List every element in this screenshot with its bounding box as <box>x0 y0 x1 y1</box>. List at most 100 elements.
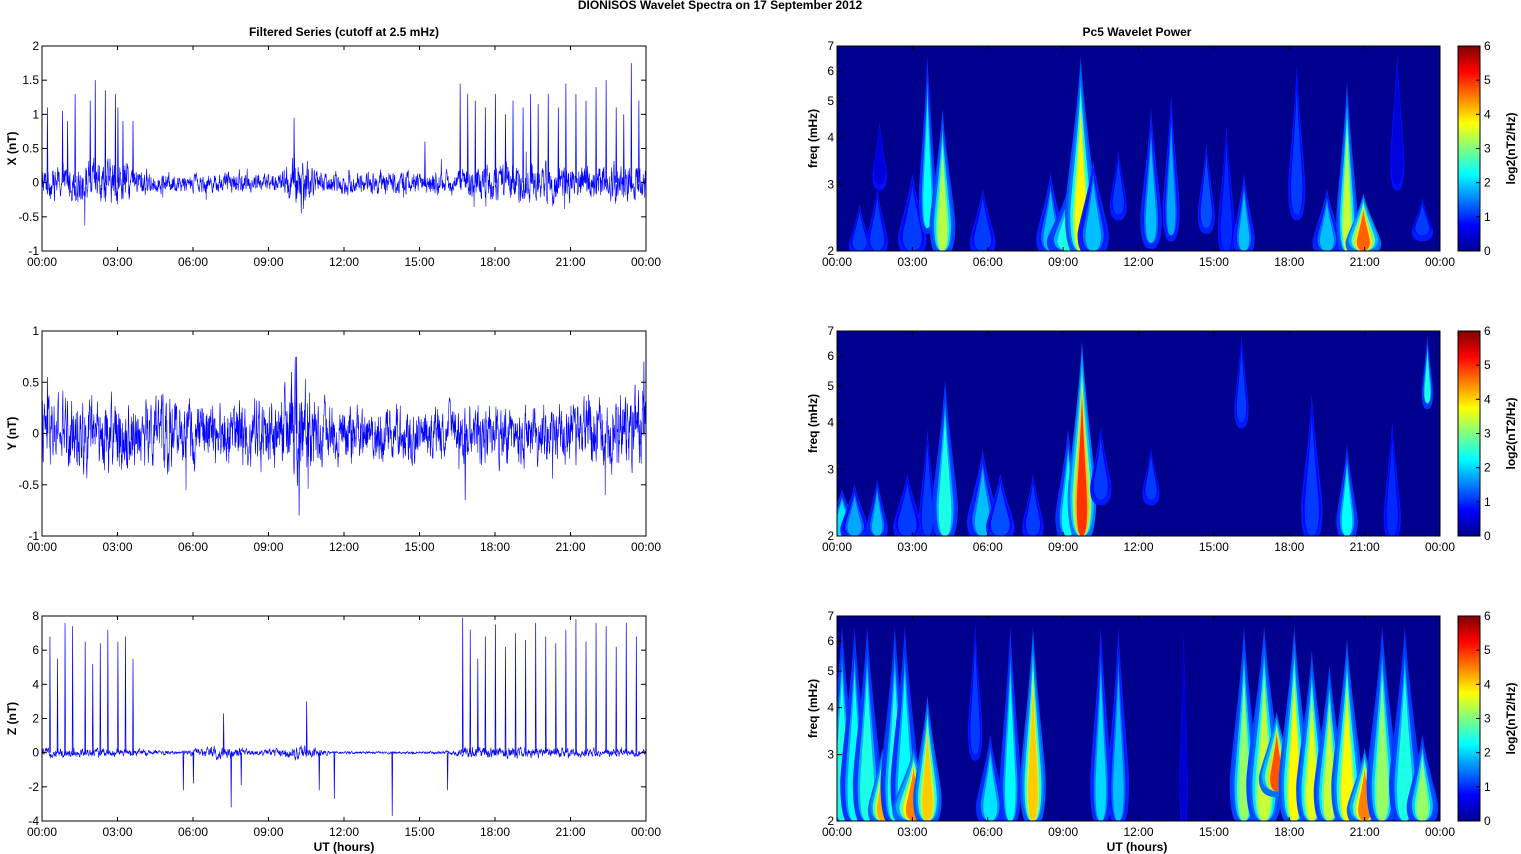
spectrum-feature <box>1180 641 1188 821</box>
y-tick-label: 5 <box>827 664 834 678</box>
y-tick-label: 2 <box>32 39 39 53</box>
x-tick-label: 15:00 <box>1199 255 1229 269</box>
spectrum-feature <box>974 468 991 536</box>
y-tick-label: 2 <box>827 529 834 543</box>
series-spike <box>99 643 102 753</box>
x-tick-label: 00:00 <box>631 255 661 269</box>
x-tick-label: 00:00 <box>822 255 852 269</box>
series-spike <box>114 93 117 183</box>
y-tick-label: 4 <box>827 701 834 715</box>
colorbar-tick-label: 4 <box>1484 392 1491 406</box>
y-tick-label: -0.5 <box>18 210 39 224</box>
series-spike <box>575 619 577 753</box>
y-tick-label: 6 <box>827 349 834 363</box>
plot-area <box>42 46 646 251</box>
series-spike <box>484 636 487 753</box>
series-spike <box>638 100 640 183</box>
colorbar-tick-label: 1 <box>1484 495 1491 509</box>
y-tick-label: 4 <box>32 677 39 691</box>
x-tick-label: 12:00 <box>329 825 359 839</box>
spectrum-features <box>837 334 1434 536</box>
y-tick-label: 3 <box>827 748 834 762</box>
colorbar-tick-label: 0 <box>1484 244 1491 258</box>
series-trace <box>41 356 647 496</box>
spectrum-feature <box>983 753 998 821</box>
x-tick-label: 06:00 <box>178 255 208 269</box>
spectrum-feature <box>860 669 875 821</box>
series-spike <box>318 752 321 791</box>
x-tick-label: 18:00 <box>480 255 510 269</box>
colorbar-tick-label: 3 <box>1484 712 1491 726</box>
x-tick-label: 03:00 <box>102 255 132 269</box>
series-spike <box>494 93 497 183</box>
x-tick-label: 15:00 <box>404 825 434 839</box>
spectrum-feature <box>1424 349 1431 404</box>
spectrum-feature <box>852 211 867 251</box>
y-axis-label: freq (mHz) <box>806 679 820 738</box>
colorbar-tick-label: 2 <box>1484 461 1491 475</box>
x-tick-label: 06:00 <box>178 540 208 554</box>
y-axis-label: X (nT) <box>5 132 19 166</box>
x-tick-label: 09:00 <box>1048 825 1078 839</box>
series-spike <box>84 641 87 753</box>
y-tick-label: 5 <box>827 379 834 393</box>
colorbar-tick-label: 4 <box>1484 677 1491 691</box>
y-tick-label: 2 <box>32 712 39 726</box>
spectrum-feature <box>1025 482 1041 536</box>
x-tick-label: 00:00 <box>1425 540 1455 554</box>
y-tick-label: 0.5 <box>22 142 39 156</box>
series-spike <box>504 114 507 183</box>
spectrum-feature <box>1112 159 1125 215</box>
spectrum-feature <box>1145 455 1157 500</box>
series-spike <box>192 752 195 784</box>
colorbar-tick-label: 6 <box>1484 609 1491 623</box>
series-spike <box>91 663 94 753</box>
series-spike <box>514 633 517 753</box>
series-spike <box>49 636 51 753</box>
spectrum-feature <box>1358 768 1372 821</box>
spectrum-feature <box>1356 209 1370 251</box>
x-tick-label: 09:00 <box>253 255 283 269</box>
series-spike <box>305 701 308 753</box>
spectrum-feature <box>897 482 917 536</box>
spectrum-feature <box>1391 62 1404 185</box>
spectrum-feature <box>1113 669 1124 821</box>
series-spike <box>46 107 49 183</box>
spectrum-features <box>837 623 1439 821</box>
y-tick-label: -4 <box>28 814 39 828</box>
series-trace <box>41 151 647 226</box>
x-tick-label: 12:00 <box>1123 825 1153 839</box>
series-spike <box>391 752 394 816</box>
spectrum-feature <box>1093 437 1108 500</box>
colorbar-label: log2(nT2/Hz) <box>1504 113 1518 185</box>
colorbar-tick-label: 6 <box>1484 324 1491 338</box>
series-spike <box>595 622 597 753</box>
x-tick-label: 21:00 <box>1350 540 1380 554</box>
series-spike <box>585 100 587 183</box>
y-tick-label: 6 <box>827 64 834 78</box>
series-spike <box>56 658 59 753</box>
y-tick-label: 1 <box>32 107 39 121</box>
series-spike <box>529 93 532 183</box>
spectrum-feature <box>1166 124 1176 236</box>
series-spike <box>64 622 66 753</box>
series-spike <box>293 117 295 183</box>
spectrum-features <box>848 53 1434 251</box>
y-tick-label: 2 <box>827 814 834 828</box>
x-tick-label: 09:00 <box>1048 540 1078 554</box>
x-tick-label: 03:00 <box>102 825 132 839</box>
y-axis-label: freq (mHz) <box>806 109 820 168</box>
series-spike <box>595 86 597 183</box>
series-spike <box>230 752 232 808</box>
y-tick-label: 5 <box>827 94 834 108</box>
series-spike <box>615 646 618 753</box>
spectrum-feature <box>1028 680 1038 821</box>
series-spike <box>605 626 607 753</box>
spectrum-feature <box>1291 88 1303 215</box>
colorbar-tick-label: 0 <box>1484 529 1491 543</box>
x-tick-label: 00:00 <box>1425 825 1455 839</box>
series-spike <box>615 107 618 183</box>
series-spike <box>625 622 628 753</box>
left-column-title: Filtered Series (cutoff at 2.5 mHz) <box>249 25 439 39</box>
y-tick-label: -1 <box>28 529 39 543</box>
